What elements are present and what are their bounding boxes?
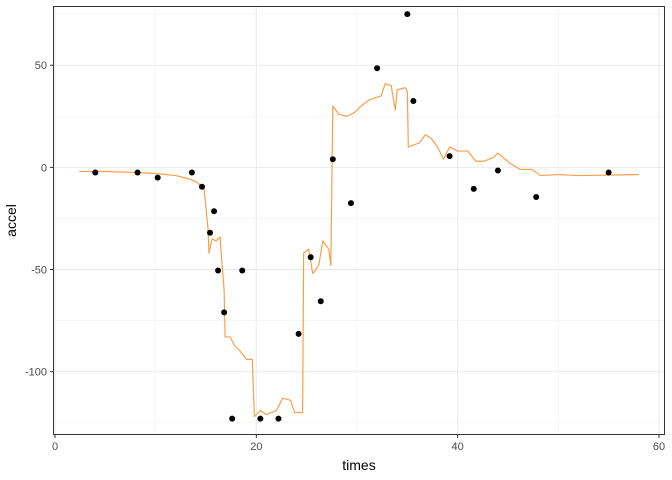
data-point bbox=[229, 415, 236, 422]
data-point bbox=[533, 194, 540, 201]
data-point bbox=[329, 156, 336, 163]
data-point bbox=[257, 415, 264, 422]
data-point bbox=[605, 169, 612, 176]
data-point bbox=[470, 185, 477, 192]
data-point bbox=[134, 169, 141, 176]
data-point bbox=[494, 167, 501, 174]
data-point bbox=[207, 229, 214, 236]
data-point bbox=[307, 254, 314, 261]
y-axis-tick-label: -50 bbox=[31, 265, 47, 277]
data-point bbox=[410, 97, 417, 104]
data-point bbox=[221, 309, 228, 316]
y-axis-tick-label: -100 bbox=[25, 367, 47, 379]
data-point bbox=[92, 169, 99, 176]
plot-panel-background bbox=[53, 6, 665, 435]
x-axis-title: times bbox=[342, 457, 375, 473]
plot-panel-border bbox=[53, 6, 665, 435]
data-point bbox=[211, 208, 218, 215]
fitted-line bbox=[79, 83, 639, 418]
data-point bbox=[446, 153, 453, 160]
x-axis-tick-label: 20 bbox=[250, 441, 262, 453]
data-point bbox=[275, 415, 282, 422]
x-axis-tick-label: 40 bbox=[452, 441, 464, 453]
y-axis-title: accel bbox=[3, 204, 19, 237]
data-point bbox=[374, 65, 381, 72]
data-points bbox=[92, 11, 612, 422]
data-point bbox=[239, 267, 246, 274]
data-point bbox=[215, 267, 222, 274]
data-point bbox=[188, 169, 195, 176]
data-point bbox=[154, 174, 161, 181]
data-point bbox=[198, 183, 205, 190]
grid-lines bbox=[53, 6, 665, 435]
data-point bbox=[295, 330, 302, 337]
x-axis-tick-label: 60 bbox=[653, 441, 665, 453]
y-axis-tick-label: 0 bbox=[41, 162, 47, 174]
data-point bbox=[347, 200, 354, 207]
y-axis-tick-label: 50 bbox=[35, 60, 47, 72]
x-axis-tick-label: 0 bbox=[52, 441, 58, 453]
data-point bbox=[404, 11, 411, 18]
data-point bbox=[317, 298, 324, 305]
